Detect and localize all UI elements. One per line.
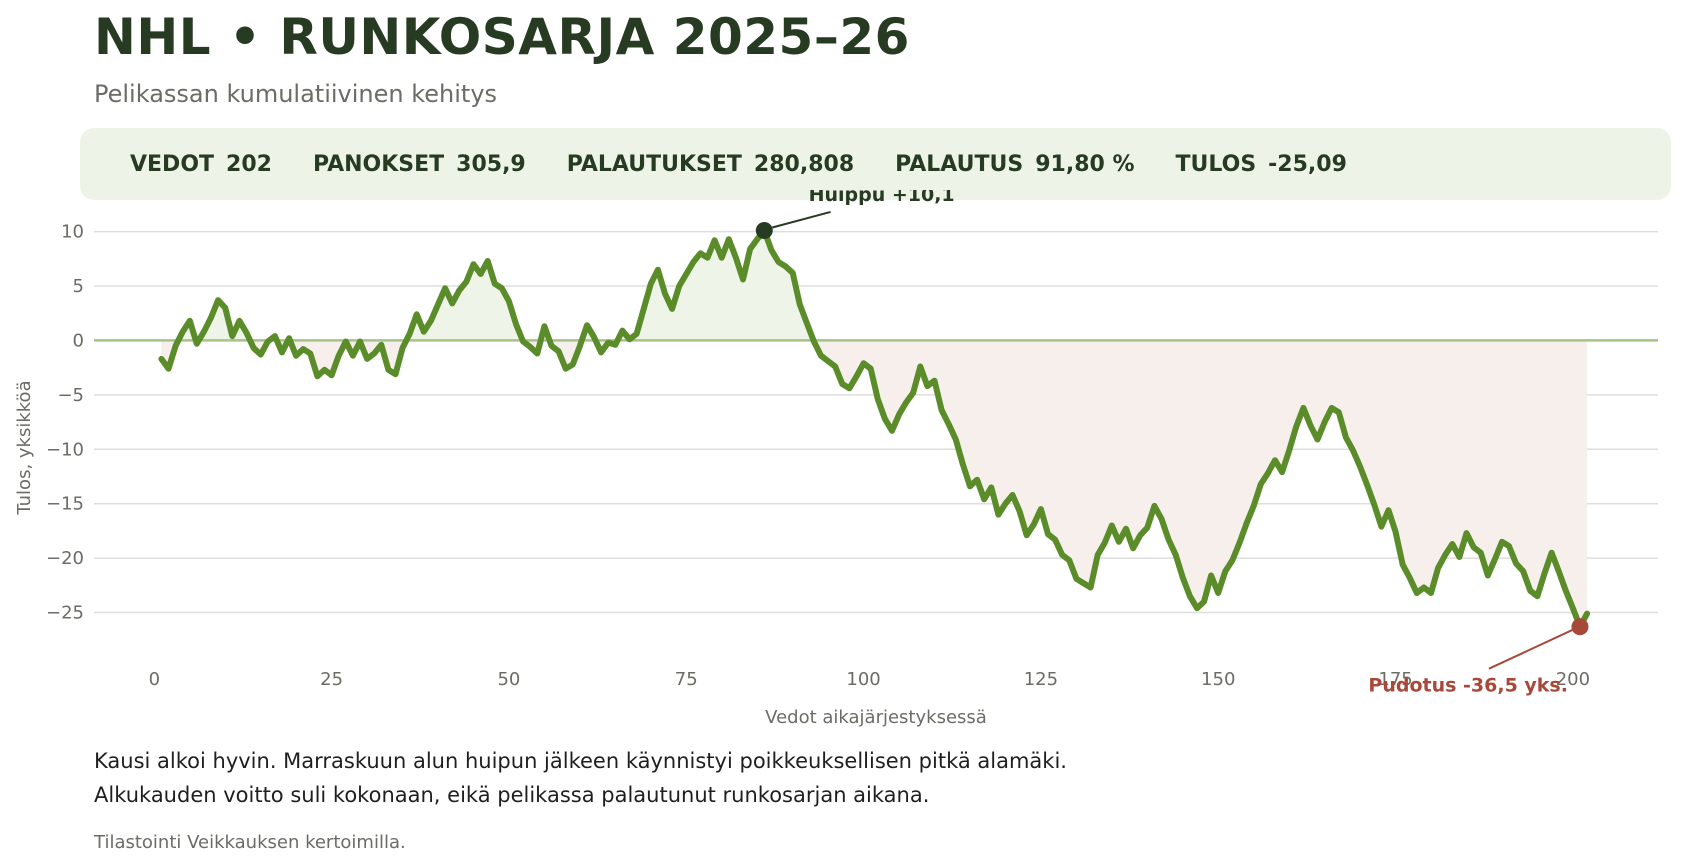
y-tick-label: −25 (46, 603, 84, 624)
stat-label: PALAUTUS (895, 151, 1024, 177)
stat-stakes: PANOKSET 305,9 (313, 152, 526, 177)
stat-value: 91,80 % (1035, 151, 1135, 177)
x-tick-label: 125 (1024, 669, 1058, 690)
y-tick-label: 10 (61, 222, 84, 243)
y-tick-label: −20 (46, 548, 84, 569)
x-tick-labels: 0 25 50 75 100 125 150 175 200 (149, 669, 1591, 690)
stat-bets: VEDOT 202 (130, 152, 272, 177)
stat-label: VEDOT (130, 151, 215, 177)
y-tick-label: −5 (57, 385, 84, 406)
stat-label: PALAUTUKSET (566, 151, 742, 177)
y-tick-label: −15 (46, 494, 84, 515)
cumulative-chart: 0 25 50 75 100 125 150 175 200 −25 −20 −15 −10 −5 0 5 1… (14, 190, 1658, 728)
y-axis-label: Tulos, yksikköä (14, 380, 35, 515)
x-tick-label: 0 (149, 669, 160, 690)
y-tick-label: 5 (73, 276, 84, 297)
stat-returns: PALAUTUKSET 280,808 (567, 152, 854, 177)
caption-line: Alkukauden voitto suli kokonaan, eikä pe… (94, 783, 930, 807)
y-tick-label: −10 (46, 439, 84, 460)
caption-line: Kausi alkoi hyvin. Marraskuun alun huipu… (94, 749, 1067, 773)
page-title: NHL • RUNKOSARJA 2025–26 (94, 8, 910, 66)
stat-label: PANOKSET (312, 151, 445, 177)
y-tick-labels: −25 −20 −15 −10 −5 0 5 10 (46, 222, 84, 624)
x-tick-label: 25 (320, 669, 343, 690)
x-tick-label: 150 (1201, 669, 1235, 690)
annotations: Huippu +10,1 Pudotus -36,5 yks. (755, 190, 1589, 697)
peak-arrow (772, 210, 831, 229)
negative-area (161, 340, 1588, 627)
x-tick-label: 75 (675, 669, 698, 690)
stats-bar: VEDOT 202 PANOKSET 305,9 PALAUTUKSET 280,80… (80, 128, 1671, 200)
x-tick-label: 50 (497, 669, 520, 690)
drop-label: Pudotus -36,5 yks. (1368, 675, 1568, 697)
drop-arrow (1488, 628, 1574, 670)
stat-value: -25,09 (1268, 151, 1347, 177)
stat-return-rate: PALAUTUS 91,80 % (895, 152, 1134, 177)
stat-value: 305,9 (456, 151, 526, 177)
stat-value: 202 (226, 151, 272, 177)
x-tick-label: 175 (1378, 669, 1412, 690)
stat-value: 280,808 (753, 151, 855, 177)
area-fills (161, 230, 1588, 627)
stat-result: TULOS -25,09 (1176, 152, 1347, 177)
peak-label: Huippu +10,1 (809, 190, 955, 206)
x-tick-label: 200 (1556, 669, 1590, 690)
series-line (158, 227, 1591, 630)
peak-marker (755, 221, 773, 239)
source-note: Tilastointi Veikkauksen kertoimilla. (94, 832, 406, 853)
y-tick-label: 0 (73, 330, 84, 351)
x-tick-label: 100 (846, 669, 880, 690)
x-axis-label: Vedot aikajärjestyksessä (765, 707, 987, 728)
page-subtitle: Pelikassan kumulatiivinen kehitys (94, 80, 498, 108)
caption: Kausi alkoi hyvin. Marraskuun alun huipu… (94, 744, 1067, 812)
cumulative-line (158, 227, 1591, 630)
stat-label: TULOS (1175, 151, 1257, 177)
drop-marker (1571, 618, 1589, 636)
